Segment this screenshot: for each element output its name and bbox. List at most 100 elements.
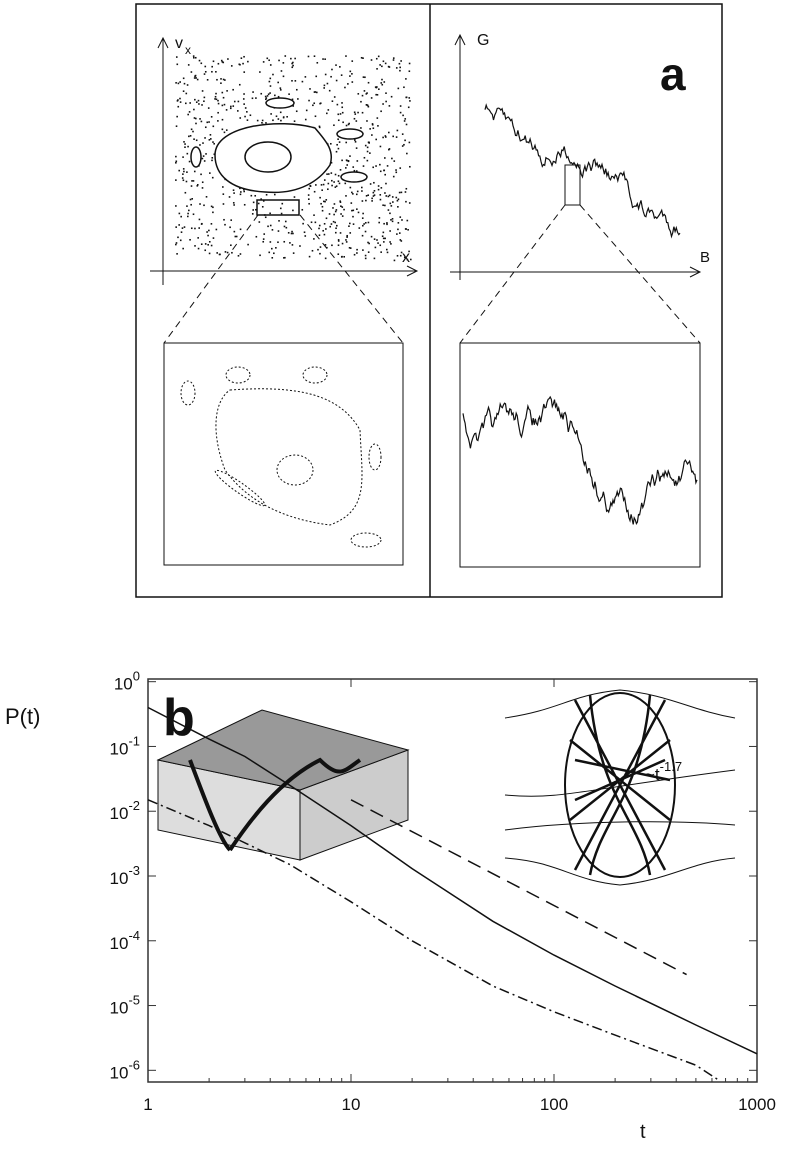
zoom-lines xyxy=(164,215,403,343)
noise-dot xyxy=(339,183,341,185)
noise-dot xyxy=(280,112,282,114)
x-tick-label: 1000 xyxy=(738,1095,776,1114)
noise-dot xyxy=(325,228,327,230)
noise-dot xyxy=(383,232,385,234)
noise-dot xyxy=(390,219,392,221)
noise-dot xyxy=(351,73,353,75)
noise-dot xyxy=(233,192,235,194)
noise-dot xyxy=(281,70,283,72)
y-tick-label: 10-2 xyxy=(110,798,140,823)
noise-dot xyxy=(198,248,200,250)
axis-label: x xyxy=(185,43,191,57)
noise-dot xyxy=(356,147,358,149)
y-tick-exponent: -5 xyxy=(128,993,140,1008)
noise-dot xyxy=(392,218,394,220)
noise-dot xyxy=(244,116,246,118)
zoom-panel xyxy=(164,343,403,565)
noise-dot xyxy=(210,134,212,136)
noise-dot xyxy=(331,244,333,246)
x-tick-label: 100 xyxy=(540,1095,568,1114)
noise-dot xyxy=(182,227,184,229)
noise-dot xyxy=(374,238,376,240)
noise-dot xyxy=(366,93,368,95)
noise-dot xyxy=(401,192,403,194)
noise-dot xyxy=(409,166,411,168)
noise-dot xyxy=(265,96,267,98)
noise-dot xyxy=(193,55,195,57)
noise-dot xyxy=(267,95,269,97)
noise-dot xyxy=(392,201,394,203)
noise-dot xyxy=(376,68,378,70)
noise-dot xyxy=(400,112,402,114)
noise-dot xyxy=(375,165,377,167)
noise-dot xyxy=(194,245,196,247)
noise-dot xyxy=(216,79,218,81)
noise-dot xyxy=(352,193,354,195)
noise-dot xyxy=(227,58,229,60)
noise-dot xyxy=(365,222,367,224)
noise-dot xyxy=(191,185,193,187)
noise-dot xyxy=(283,62,285,64)
noise-dot xyxy=(201,223,203,225)
panel-frame xyxy=(136,4,722,597)
noise-dot xyxy=(380,251,382,253)
noise-dot xyxy=(382,204,384,206)
noise-dot xyxy=(179,213,181,215)
noise-dot xyxy=(234,231,236,233)
noise-dot xyxy=(281,213,283,215)
noise-dot xyxy=(336,144,338,146)
noise-dot xyxy=(175,226,177,228)
noise-dot xyxy=(196,185,198,187)
noise-dot xyxy=(335,211,337,213)
noise-dot xyxy=(258,203,260,205)
panel-b: P(t) t b ~t-1.7 110100100010010-110-210-… xyxy=(5,669,776,1143)
noise-dot xyxy=(373,127,375,129)
noise-dot xyxy=(234,101,236,103)
noise-dot xyxy=(389,148,391,150)
noise-dot xyxy=(383,223,385,225)
noise-dot xyxy=(213,237,215,239)
noise-dot xyxy=(176,242,178,244)
noise-dot xyxy=(217,120,219,122)
noise-dot xyxy=(361,190,363,192)
noise-dot xyxy=(211,66,213,68)
noise-dot xyxy=(325,199,327,201)
noise-dot xyxy=(365,145,367,147)
y-tick-exponent: -1 xyxy=(128,733,140,748)
noise-dot xyxy=(377,125,379,127)
noise-dot xyxy=(354,139,356,141)
noise-dot xyxy=(197,237,199,239)
noise-dot xyxy=(223,79,225,81)
orbit-inset xyxy=(505,690,735,885)
noise-dot xyxy=(322,230,324,232)
noise-dot xyxy=(389,203,391,205)
noise-dot xyxy=(187,114,189,116)
noise-dot xyxy=(205,71,207,73)
noise-dot xyxy=(188,136,190,138)
noise-dot xyxy=(396,233,398,235)
noise-dot xyxy=(270,64,272,66)
noise-dot xyxy=(292,233,294,235)
noise-dot xyxy=(209,172,211,174)
noise-dot xyxy=(187,84,189,86)
noise-dot xyxy=(399,167,401,169)
noise-dot xyxy=(241,57,243,59)
noise-dot xyxy=(305,76,307,78)
noise-dot xyxy=(252,209,254,211)
noise-dot xyxy=(240,253,242,255)
noise-dot xyxy=(201,243,203,245)
noise-dot xyxy=(409,142,411,144)
noise-dot xyxy=(182,173,184,175)
noise-dot xyxy=(403,86,405,88)
noise-dot xyxy=(364,90,366,92)
noise-dot xyxy=(291,231,293,233)
noise-dot xyxy=(186,205,188,207)
noise-dot xyxy=(205,243,207,245)
noise-dot xyxy=(233,202,235,204)
noise-dot xyxy=(363,165,365,167)
conductance-trace xyxy=(463,397,697,524)
noise-dot xyxy=(356,249,358,251)
noise-dot xyxy=(332,100,334,102)
noise-dot xyxy=(239,117,241,119)
noise-dot xyxy=(323,184,325,186)
